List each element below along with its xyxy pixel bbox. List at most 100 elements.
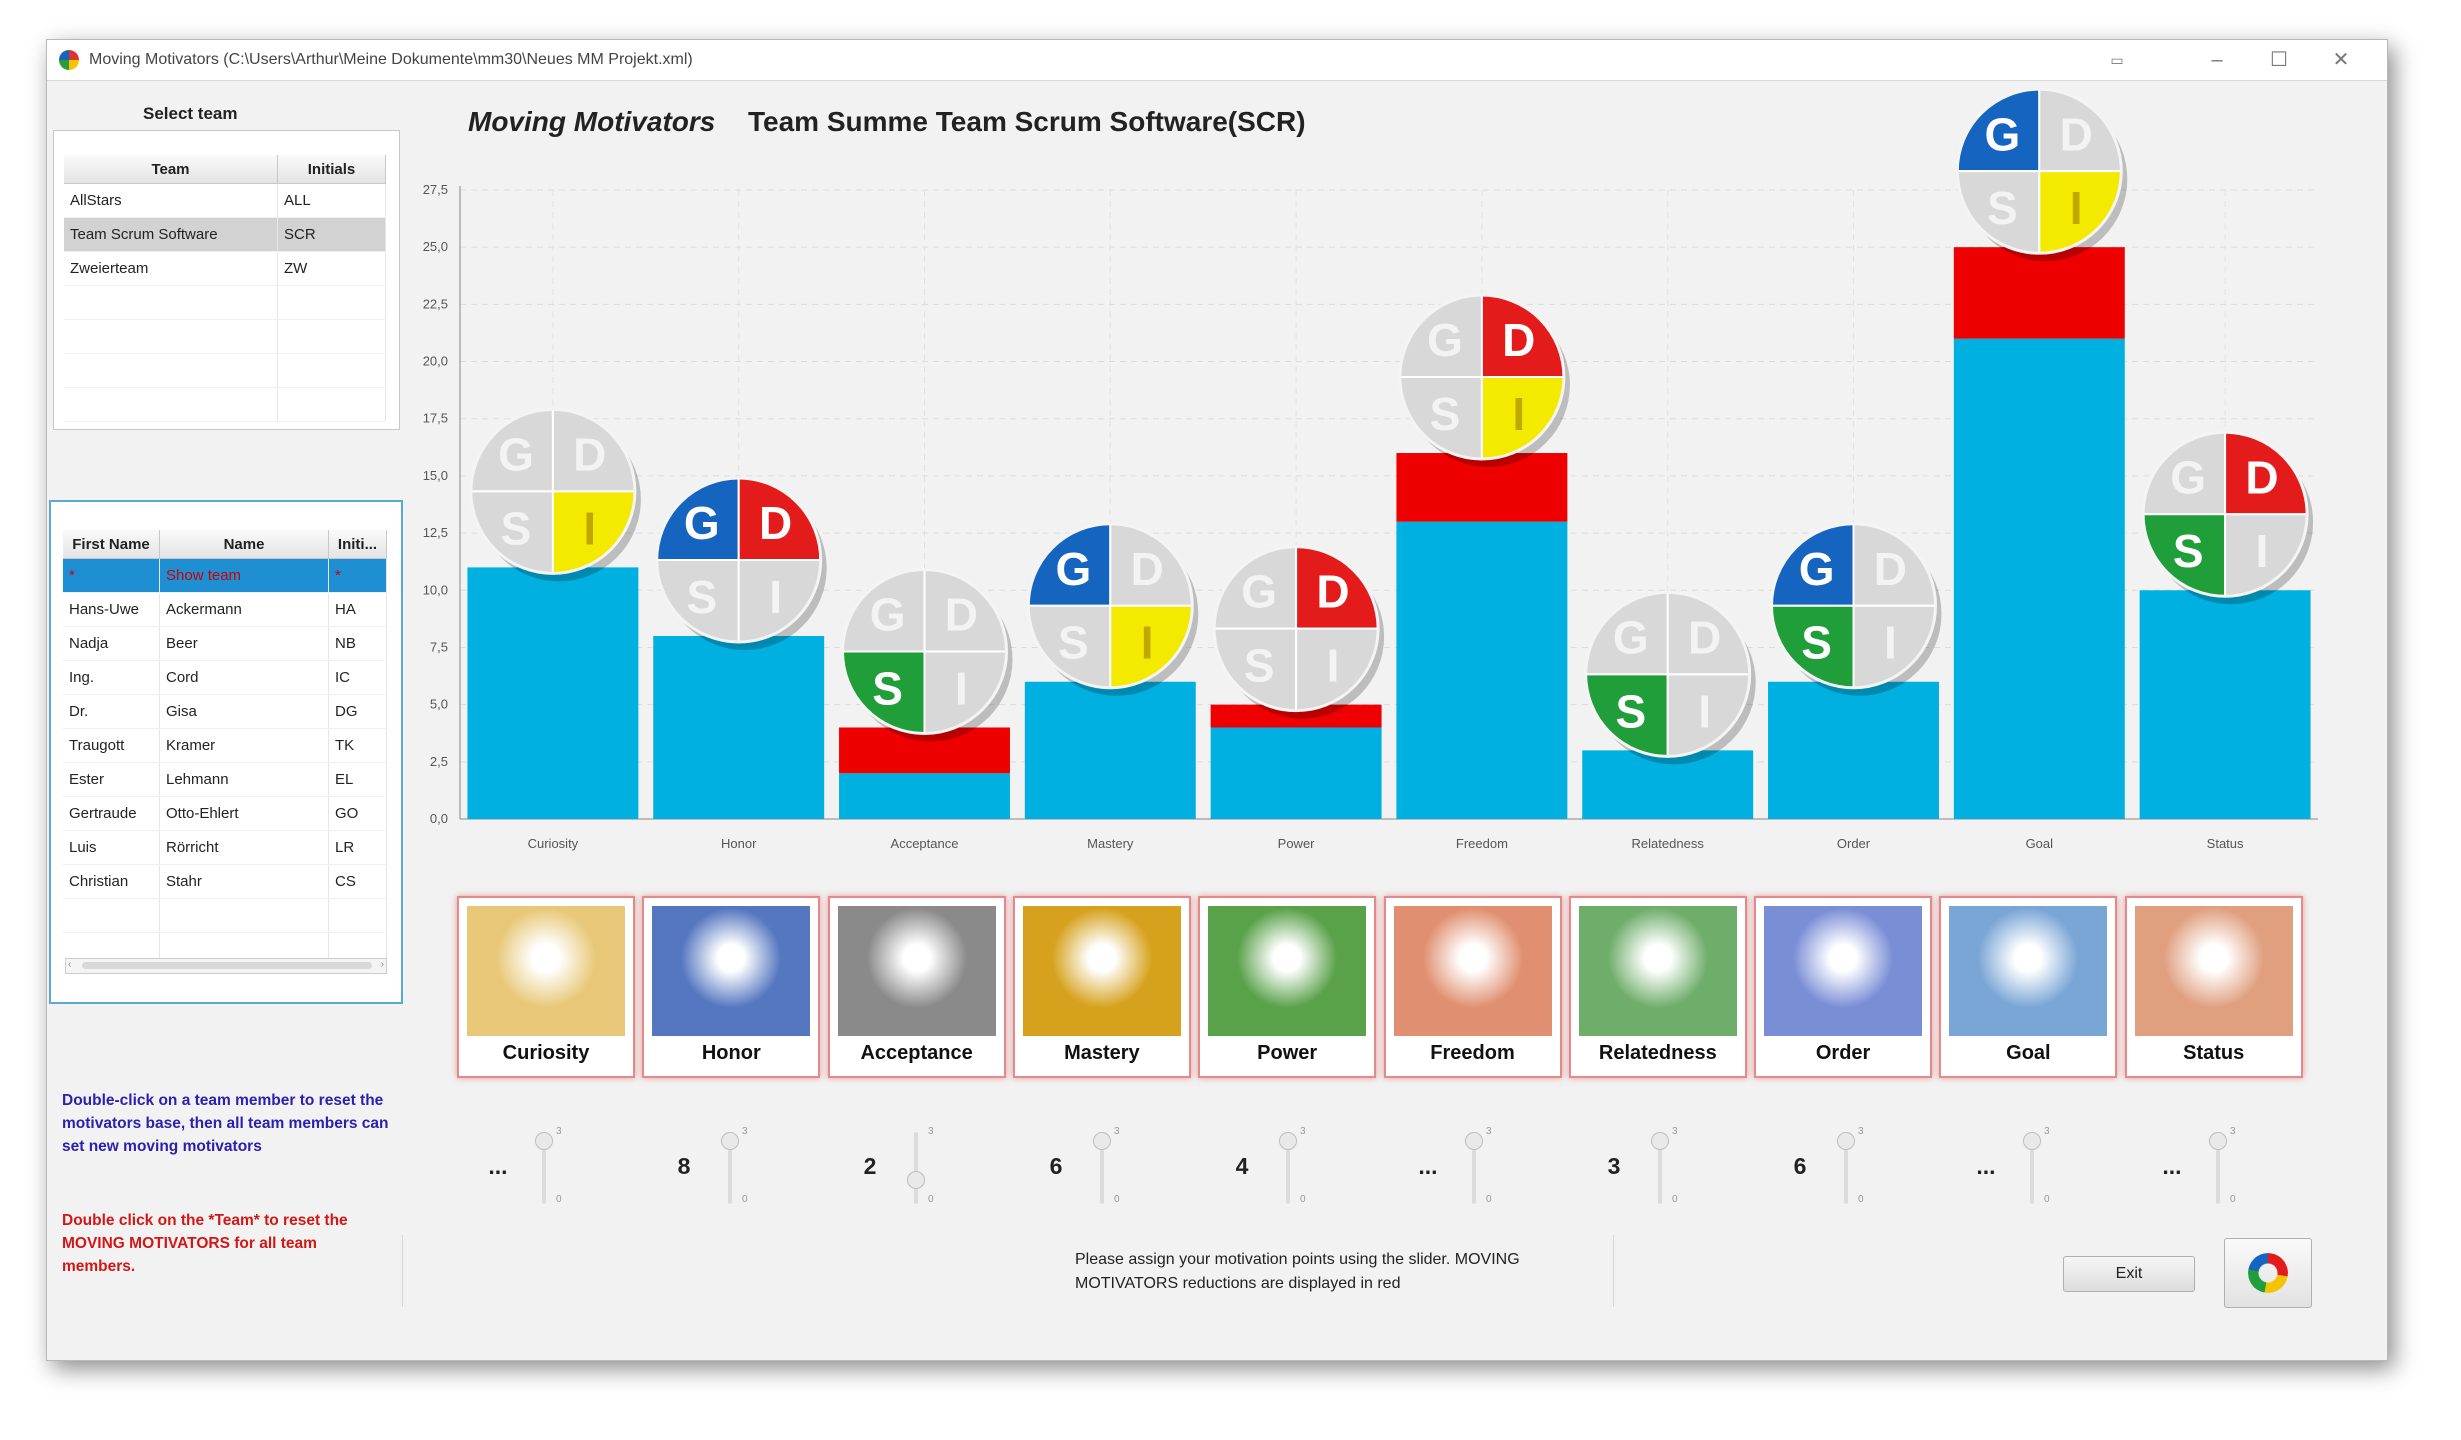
motivator-value: 6 xyxy=(1049,1153,1063,1179)
refresh-logo-button[interactable] xyxy=(2224,1238,2312,1308)
motivator-card-status[interactable]: Status xyxy=(2124,896,2303,1078)
motivator-card-relatedness[interactable]: Relatedness xyxy=(1568,896,1747,1078)
slider-track[interactable] xyxy=(2216,1132,2220,1204)
member-row[interactable]: * Show team * xyxy=(63,558,387,593)
slider-track[interactable] xyxy=(1472,1132,1476,1204)
slider-max-label: 3 xyxy=(2230,1126,2236,1137)
close-button[interactable]: ✕ xyxy=(2332,49,2350,71)
slider-min-label: 0 xyxy=(1858,1194,1864,1205)
slider-thumb[interactable] xyxy=(1651,1132,1669,1150)
slider-thumb[interactable] xyxy=(1465,1132,1483,1150)
first-name-column-header[interactable]: First Name xyxy=(63,530,160,559)
motivator-card-honor[interactable]: Honor xyxy=(642,896,821,1078)
slider-thumb[interactable] xyxy=(907,1171,925,1190)
motivator-image xyxy=(1578,906,1737,1036)
initials-column-header[interactable]: Initials xyxy=(277,155,386,184)
motivator-card-acceptance[interactable]: Acceptance xyxy=(827,896,1006,1078)
member-row[interactable]: Nadja Beer NB xyxy=(63,626,387,661)
team-row[interactable]: AllStars ALL xyxy=(64,183,386,218)
slider-min-label: 0 xyxy=(2230,1194,2236,1205)
last-name-cell: Ackermann xyxy=(159,592,329,627)
member-row[interactable]: Hans-Uwe Ackermann HA xyxy=(63,592,387,627)
motivator-slider[interactable]: 3 0 xyxy=(1268,1126,1308,1210)
member-row[interactable]: Christian Stahr CS xyxy=(63,864,387,899)
motivator-value: 8 xyxy=(677,1153,691,1179)
slider-thumb[interactable] xyxy=(2023,1132,2041,1150)
x-tick-label: Mastery xyxy=(1087,836,1134,851)
member-row[interactable]: Dr. Gisa DG xyxy=(63,694,387,729)
badge-letter: I xyxy=(1141,617,1154,669)
badge-letter: S xyxy=(1987,182,2018,234)
team-table[interactable]: Team Initials AllStars ALL Team Scrum Sof… xyxy=(53,130,400,430)
slider-track[interactable] xyxy=(1286,1132,1290,1204)
slider-track[interactable] xyxy=(1844,1132,1848,1204)
slider-track[interactable] xyxy=(542,1132,546,1204)
motivator-slider[interactable]: 3 0 xyxy=(1640,1126,1680,1210)
member-row[interactable]: Traugott Kramer TK xyxy=(63,728,387,763)
slider-min-label: 0 xyxy=(1486,1194,1492,1205)
motivator-slider[interactable]: 3 0 xyxy=(1826,1126,1866,1210)
badge-ring xyxy=(1770,522,1937,690)
slider-track[interactable] xyxy=(914,1132,918,1204)
slider-track[interactable] xyxy=(1658,1132,1662,1204)
maximize-button[interactable]: ☐ xyxy=(2270,49,2288,71)
slider-max-label: 3 xyxy=(1486,1126,1492,1137)
motivator-card-curiosity[interactable]: Curiosity xyxy=(457,896,635,1078)
scrollbar-thumb[interactable] xyxy=(82,962,372,969)
motivator-card-mastery[interactable]: Mastery xyxy=(1012,896,1191,1078)
gdsi-badge-icon: G DS I xyxy=(655,476,827,651)
slider-track[interactable] xyxy=(2030,1132,2034,1204)
slider-thumb[interactable] xyxy=(2209,1132,2227,1150)
slider-thumb[interactable] xyxy=(1093,1132,1111,1150)
gdsi-badge-icon: G DS I xyxy=(1955,87,2128,262)
motivator-card-power[interactable]: Power xyxy=(1198,896,1377,1078)
team-column-header[interactable]: Team xyxy=(64,155,278,184)
slider-track[interactable] xyxy=(1100,1132,1104,1204)
bar-reduction xyxy=(1396,453,1568,522)
slider-thumb[interactable] xyxy=(1279,1132,1297,1150)
team-row[interactable]: Zweierteam ZW xyxy=(64,251,386,286)
x-tick-label: Acceptance xyxy=(891,836,959,851)
minimize-button[interactable]: – xyxy=(2211,49,2223,71)
badge-letter: G xyxy=(2170,451,2206,503)
motivator-slider[interactable]: 3 0 xyxy=(1082,1126,1122,1210)
motivator-slider[interactable]: 3 0 xyxy=(1454,1126,1494,1210)
badge-letter: I xyxy=(2070,182,2083,234)
slider-track[interactable] xyxy=(728,1132,732,1204)
x-tick-label: Goal xyxy=(2026,836,2054,851)
slider-thumb[interactable] xyxy=(721,1132,739,1150)
member-table[interactable]: First Name Name Initi... * Show team * Ha… xyxy=(49,500,403,1004)
slider-thumb[interactable] xyxy=(535,1132,553,1150)
motivator-slider[interactable]: 3 0 xyxy=(710,1126,750,1210)
member-row[interactable]: Ester Lehmann EL xyxy=(63,762,387,797)
name-column-header[interactable]: Name xyxy=(159,530,329,559)
bar-reduction xyxy=(1953,247,2125,339)
member-row[interactable]: Ing. Cord IC xyxy=(63,660,387,695)
motivator-slider[interactable]: 3 0 xyxy=(524,1126,564,1210)
badge-ring xyxy=(1212,545,1380,713)
slider-min-label: 0 xyxy=(2044,1194,2050,1205)
member-row[interactable]: Gertraude Otto-Ehlert GO xyxy=(63,796,387,831)
member-row[interactable]: Luis Rörricht LR xyxy=(63,830,387,865)
empty-row xyxy=(64,319,386,354)
y-tick-label: 15,0 xyxy=(423,468,448,483)
motivator-card-order[interactable]: Order xyxy=(1754,896,1933,1078)
horizontal-scrollbar[interactable]: ‹ › xyxy=(65,958,387,974)
team-row[interactable]: Team Scrum Software SCR xyxy=(64,217,386,252)
divider xyxy=(1613,1235,1614,1307)
scroll-left-icon[interactable]: ‹ xyxy=(68,959,72,970)
motivator-card-goal[interactable]: Goal xyxy=(1939,896,2118,1078)
motivator-slider[interactable]: 3 0 xyxy=(2012,1126,2052,1210)
badge-letter: D xyxy=(1502,314,1535,366)
initials-column-header[interactable]: Initi... xyxy=(328,530,387,559)
screenshot-icon[interactable]: ▭ xyxy=(2110,52,2124,68)
initials-cell: GO xyxy=(328,796,387,831)
last-name-cell: Lehmann xyxy=(159,762,329,797)
scroll-right-icon[interactable]: › xyxy=(380,959,384,970)
exit-button[interactable]: Exit xyxy=(2063,1256,2195,1292)
slider-thumb[interactable] xyxy=(1837,1132,1855,1150)
motivator-card-freedom[interactable]: Freedom xyxy=(1383,896,1562,1078)
initials-cell: LR xyxy=(328,830,387,865)
motivator-slider[interactable]: 3 0 xyxy=(2198,1126,2238,1210)
motivator-slider[interactable]: 3 0 xyxy=(896,1126,936,1210)
